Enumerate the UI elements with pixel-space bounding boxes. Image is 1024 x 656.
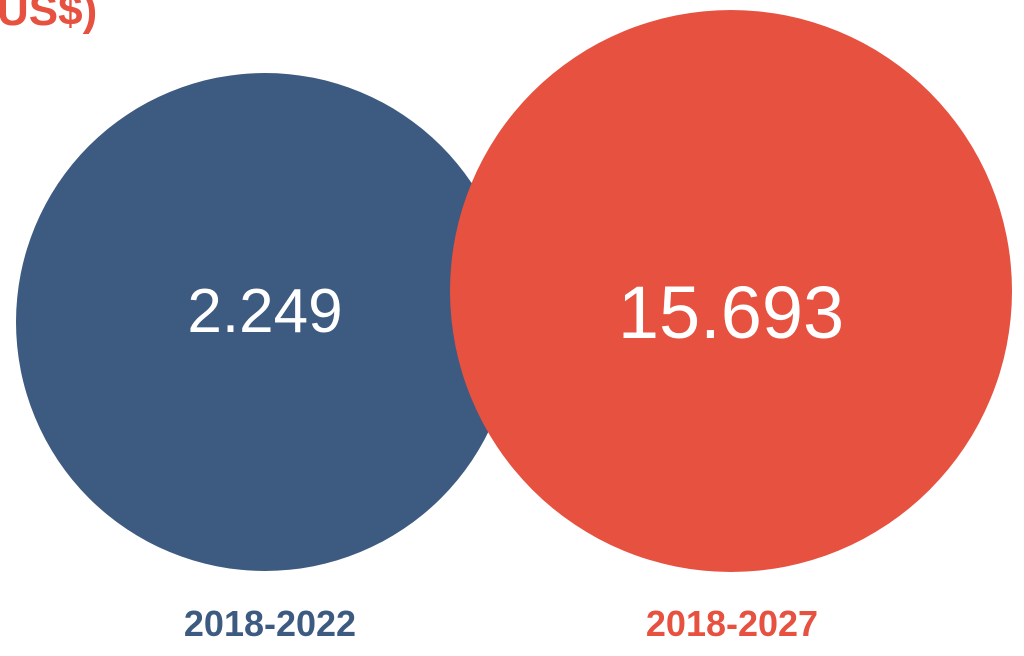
value-label-2018-2022: 2.249 bbox=[187, 277, 342, 346]
chart-title: US$) bbox=[0, 0, 98, 35]
category-label-2018-2022: 2018-2022 bbox=[184, 603, 356, 644]
bubble-2018-2022 bbox=[16, 73, 514, 571]
bubble-2018-2027 bbox=[450, 10, 1012, 572]
category-label-2018-2027: 2018-2027 bbox=[646, 603, 818, 644]
value-label-2018-2027: 15.693 bbox=[618, 271, 844, 354]
